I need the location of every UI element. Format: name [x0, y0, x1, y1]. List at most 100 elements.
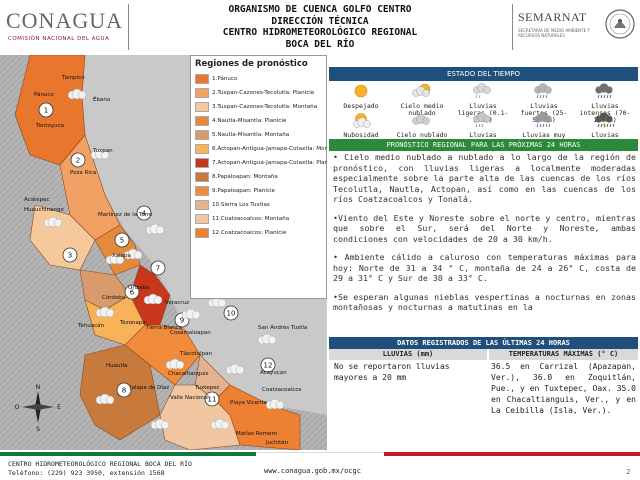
- legend-label: 6.Actopan-Antigua-Jamapa-Cotaxtla: Monta…: [212, 146, 327, 152]
- compass-n-label: N: [36, 384, 41, 391]
- legend-label: 4.Nautla-Misantla: Planicie: [212, 118, 287, 124]
- place-label: Tuxtepec: [195, 385, 220, 391]
- region-marker-number: 3: [68, 252, 72, 260]
- region-marker-number: 7: [156, 265, 160, 273]
- region-number-marker: 8: [116, 382, 132, 398]
- page-header: CONAGUA COMISIÓN NACIONAL DEL AGUA ORGAN…: [0, 0, 640, 54]
- semarnat-logo: SEMARNAT SECRETARÍA DE MEDIO AMBIENTE Y …: [518, 10, 598, 46]
- legend-item: 3.Tuxpan-Cazones-Tecolutla: Montaña: [195, 100, 322, 114]
- light-rain-icon: [457, 83, 509, 103]
- place-label: Jalapa de Díaz: [130, 385, 170, 391]
- estado-del-tiempo-header: ESTADO DEL TIEMPO: [329, 67, 638, 81]
- legend-label: 1.Pánuco: [212, 76, 238, 82]
- place-label: Poza Rica: [70, 170, 97, 176]
- map-cloud-icon: [105, 253, 125, 265]
- legend-swatch: [195, 116, 209, 126]
- place-label: Pánuco: [34, 92, 54, 98]
- region-marker-number: 10: [227, 310, 236, 318]
- sun-small-cloud-icon: [335, 112, 387, 132]
- header-divider: [512, 4, 513, 50]
- place-label: Orizaba: [128, 285, 150, 291]
- page-footer: [0, 452, 640, 480]
- map-legend: Regiones de pronóstico 1.Pánuco 2.Tuxpan-…: [190, 55, 327, 299]
- region-marker-circle: [136, 205, 152, 221]
- legend-swatch: [195, 200, 209, 210]
- place-label: Xalapa: [112, 253, 131, 259]
- legend-label: 8.Papaloapan: Montaña: [212, 174, 278, 180]
- weather-legend-item: Cielo medio nublado: [396, 83, 448, 117]
- legend-item: 7.Actopan-Antigua-Jamapa-Cotaxtla: Plani…: [195, 156, 327, 170]
- title-line: CENTRO HIDROMETEOROLÓGICO REGIONAL: [222, 27, 418, 38]
- legend-label: 12.Coatzacoalcos: Planicie: [212, 230, 287, 236]
- place-label: Tantoyuca: [36, 123, 64, 129]
- map-cloud-icon: [225, 363, 245, 375]
- place-label: Tuxpan: [93, 148, 113, 154]
- conagua-logo: CONAGUA COMISIÓN NACIONAL DEL AGUA: [6, 8, 124, 46]
- legend-items: 1.Pánuco 2.Tuxpan-Cazones-Tecolutla: Plan…: [195, 72, 327, 240]
- map-cloud-icon: [67, 88, 87, 100]
- place-label: Córdoba: [102, 295, 126, 301]
- heavy-rain-icon: [518, 83, 570, 103]
- lluvias-column-header: LLUVIAS (mm): [329, 349, 487, 360]
- lluvias-value: No se reportaron lluvias mayores a 20 mm: [334, 362, 450, 382]
- place-label: Huauchinango: [24, 207, 64, 213]
- legend-swatch: [195, 88, 209, 98]
- place-label: Coatzacoalcos: [262, 387, 302, 393]
- place-label: San Andrés Tuxtla: [258, 325, 308, 331]
- map-cloud-icon: [150, 418, 170, 430]
- page-number: 2: [626, 468, 631, 476]
- header-divider: [128, 4, 129, 50]
- region-marker-number: 4: [142, 210, 147, 218]
- region-marker-circle: [150, 260, 166, 276]
- map-cloud-icon: [123, 248, 143, 260]
- place-label: Ébano: [93, 97, 111, 103]
- semarnat-subtitle: SECRETARÍA DE MEDIO AMBIENTE Y RECURSOS …: [518, 28, 590, 38]
- map-cloud-icon: [257, 333, 277, 345]
- forecast-paragraph: • Cielo medio nublado a nublado a lo lar…: [333, 152, 636, 204]
- map-cloud-icon: [207, 296, 227, 308]
- legend-swatch: [195, 144, 209, 154]
- moderate-rain-icon: [457, 112, 509, 132]
- region-number-marker: 11: [204, 391, 220, 407]
- region-12-area: [214, 384, 301, 450]
- compass-rose-icon: N S E O: [15, 384, 61, 433]
- weather-legend-item: Cielo nublado: [396, 112, 448, 139]
- place-label: Chacaltianguis: [168, 371, 209, 377]
- weather-legend-label: Cielo medio nublado: [400, 102, 444, 117]
- map-cloud-icon: [90, 148, 110, 160]
- region-number-marker: 5: [114, 232, 130, 248]
- region-marker-number: 12: [264, 362, 273, 370]
- map-cloud-icon: [210, 418, 230, 430]
- forecast-text: • Cielo medio nublado a nublado a lo lar…: [333, 152, 636, 336]
- place-label: Matías Romero: [236, 431, 277, 437]
- region-number-marker: 2: [70, 152, 86, 168]
- temperaturas-value: 36.5 en Carrizal (Apazapan, Ver.), 36.0 …: [491, 362, 636, 415]
- datos-registrados-header: DATOS REGISTRADOS DE LAS ÚLTIMAS 24 HORA…: [329, 337, 638, 349]
- map-cloud-icon: [165, 358, 185, 370]
- legend-swatch: [195, 214, 209, 224]
- place-label: Veracruz: [165, 300, 190, 306]
- footer-org-name: CENTRO HIDROMETEOROLÓGICO REGIONAL BOCA …: [8, 460, 192, 468]
- cloud-icon: [396, 112, 448, 132]
- map-weather-icons: [43, 88, 285, 430]
- region-number-marker: 6: [124, 284, 140, 300]
- place-label: Valle Nacional: [170, 395, 209, 401]
- legend-label: 9.Papaloapan: Planicie: [212, 188, 275, 194]
- region-marker-circle: [62, 247, 78, 263]
- region-marker-circle: [38, 102, 54, 118]
- footer-url-link[interactable]: www.conagua.gob.mx/ocgc: [264, 467, 361, 475]
- mexico-seal-icon: [605, 9, 635, 39]
- torrential-rain-icon: [579, 112, 631, 132]
- region-number-marker: 7: [150, 260, 166, 276]
- legend-label: 5.Nautla-Misantla: Montaña: [212, 132, 290, 138]
- place-label: Playa Vicente: [230, 400, 268, 406]
- legend-swatch: [195, 172, 209, 182]
- region-marker-circle: [70, 152, 86, 168]
- region-number-marker: 3: [62, 247, 78, 263]
- region-marker-number: 1: [44, 107, 48, 115]
- region-number-marker: 1: [38, 102, 54, 118]
- region-marker-circle: [204, 391, 220, 407]
- forecast-paragraph: •Viento del Este y Noreste sobre el nort…: [333, 212, 636, 244]
- region-marker-number: 8: [122, 387, 126, 395]
